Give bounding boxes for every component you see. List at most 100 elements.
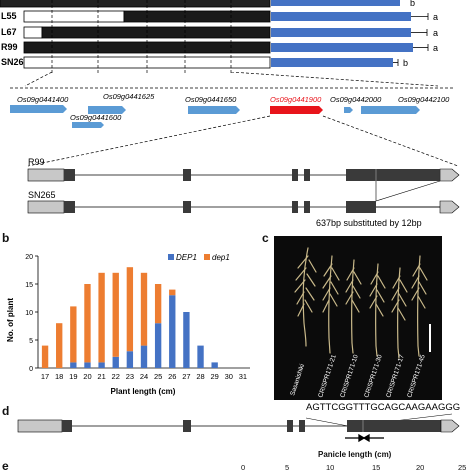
panel-e-letter: e	[2, 459, 9, 473]
chart-b-ytick-label: 0	[29, 366, 33, 373]
genotype-bar-l55-white	[23, 10, 125, 23]
chart-b-bar-dep1-lower-25	[154, 284, 162, 324]
partial-value-bar	[271, 0, 400, 6]
structure-label-sn265: SN265	[28, 190, 56, 200]
chart-b-ytick-label: 5	[29, 338, 33, 345]
gene-arrow-1	[88, 106, 126, 114]
sig-letter-l67: a	[433, 28, 438, 38]
primer-arrows	[345, 433, 384, 443]
gene-map: Os09g0441400 Os09g0441600 Os09g0441625 O…	[0, 72, 474, 230]
panel-b: b No. of plant Plant length (cm) 0 5 10 15 2…	[0, 228, 265, 400]
chart-b-ylabel: No. of plant	[6, 298, 15, 342]
partial-genotype-bar	[0, 0, 271, 8]
row-label-sn265: SN265	[1, 57, 29, 67]
row-label-r99: R99	[1, 42, 18, 52]
chart-b-bar-dep1-lower-23	[126, 267, 134, 352]
chart-b-bar-dep1-upper-21	[98, 362, 105, 368]
chart-b-bar-dep1-upper-22	[112, 356, 119, 368]
sig-letter-l55: a	[433, 12, 438, 22]
chart-b-xtick-label: 27	[182, 372, 190, 381]
chart-b-bar-dep1-lower-24	[140, 272, 148, 346]
panel-e-tick-1: 5	[285, 463, 290, 472]
legend-swatch-dep1-lower	[204, 254, 210, 260]
chart-b-xtick-label: 19	[69, 372, 77, 381]
chart-b-bar-dep1-lower-20	[84, 284, 91, 363]
chart-b-bar-dep1-lower-21	[98, 272, 105, 363]
substitution-note: 637bp substituted by 12bp	[316, 218, 422, 228]
chart-b-bar-dep1-upper-26	[169, 295, 176, 368]
panel-e-tick-4: 20	[416, 463, 425, 472]
chart-b-bar-dep1-upper-19	[70, 362, 77, 368]
genotype-bar-l67-black	[41, 26, 271, 39]
gene-name-5: Os09g0442000	[330, 95, 382, 104]
gene-name-4: Os09g0441900	[270, 95, 322, 104]
chart-b-bar-dep1-upper-24	[140, 345, 148, 368]
chart-b-xtick-label: 23	[126, 372, 134, 381]
panel-c-letter: c	[262, 231, 269, 245]
partial-sig-letter: b	[410, 0, 415, 8]
structure-label-r99: R99	[28, 157, 45, 167]
panel-d-letter: d	[2, 404, 10, 418]
panel-e-tick-5: 25	[458, 463, 467, 472]
chart-b-xtick-label: 31	[239, 372, 247, 381]
gene-arrow-2	[72, 122, 104, 128]
chart-b-bar-dep1-lower-22	[112, 272, 119, 357]
chart-b-ytick-label: 15	[25, 282, 33, 289]
chart-b-xtick-label: 30	[225, 372, 233, 381]
gene-structure-target	[17, 419, 460, 433]
chart-b-bar-dep1-lower-26	[169, 289, 176, 296]
chart-b-bar-dep1-upper-27	[183, 312, 190, 368]
gene-name-1: Os09g0441600	[70, 113, 122, 122]
panel-e-tick-2: 10	[326, 463, 335, 472]
chart-b-xtick-label: 21	[97, 372, 105, 381]
chart-b-bar-dep1-upper-25	[154, 323, 162, 368]
value-bar-r99	[271, 43, 413, 52]
chart-b-bar-dep1-upper-20	[84, 362, 91, 368]
legend-label-dep1-upper: DEP1	[176, 253, 197, 262]
chart-b-bar-dep1-upper-29	[211, 362, 218, 368]
gene-name-3: Os09g0441650	[185, 95, 237, 104]
gene-structure-r99	[27, 168, 460, 182]
genotype-bar-l67-white	[23, 26, 43, 39]
genotype-rows-svg: b L55 a L67 a R99 a SN265 b	[0, 0, 438, 75]
chart-b-xtick-label: 29	[210, 372, 218, 381]
chart-b-xtick-label: 18	[55, 372, 63, 381]
chart-b-bar-dep1-lower-17	[41, 345, 49, 368]
chart-b-ytick-label: 10	[25, 310, 33, 317]
chart-b-bar-dep1-upper-28	[197, 345, 204, 368]
row-label-l67: L67	[1, 27, 17, 37]
gene-name-0: Os09g0441400	[17, 95, 69, 104]
panel-e: e Panicle length (cm) 0 5 10 15 20 25	[0, 448, 474, 474]
genotype-bar-l55-black	[123, 10, 271, 23]
chart-b-bar-dep1-lower-19	[70, 306, 77, 363]
gene-name-2: Os09g0441625	[103, 92, 155, 101]
panel-e-tick-0: 0	[241, 463, 246, 472]
chart-b-bar-dep1-upper-23	[126, 351, 134, 368]
target-sequence: AGTTCGGTTTGCAGCAAGAAGGG	[306, 402, 460, 413]
panicle-photo: Sasanishiki CRISPR171-21 CRISPR171-10 CR…	[274, 236, 442, 400]
chart-b-xtick-label: 22	[112, 372, 120, 381]
chart-b-svg: No. of plant Plant length (cm) 0 5 10 15 20 1…	[6, 253, 250, 396]
chart-b-xlabel: Plant length (cm)	[111, 387, 176, 396]
value-bar-sn265	[271, 58, 393, 67]
chart-b-xtick-label: 24	[140, 372, 148, 381]
panel-b-letter: b	[2, 231, 10, 245]
panel-d: d AGTTCGGTTTGCAGCAAGAAGGG	[0, 398, 474, 450]
row-label-l55: L55	[1, 11, 17, 21]
sig-letter-sn265: b	[403, 58, 408, 68]
gene-arrow-6	[361, 106, 420, 114]
gene-name-6: Os09g0442100	[398, 95, 450, 104]
chart-b-bar-dep1-lower-18	[56, 323, 63, 368]
chart-b-xtick-label: 28	[196, 372, 204, 381]
panel-c: c Sasanishiki CRISPR171-21 CRISPR171-10 …	[262, 228, 474, 400]
gene-arrow-4	[270, 106, 323, 114]
gene-map-svg: Os09g0441400 Os09g0441600 Os09g0441625 O…	[10, 72, 460, 228]
sig-letter-r99: a	[433, 43, 438, 53]
chart-b-xtick-label: 25	[154, 372, 162, 381]
genotype-rows: b L55 a L67 a R99 a SN265 b	[0, 0, 474, 75]
chart-b-xtick-label: 20	[83, 372, 91, 381]
chart-b-xtick-label: 26	[168, 372, 176, 381]
value-bar-l55	[271, 12, 411, 21]
value-bar-l67	[271, 28, 411, 37]
panel-e-tick-3: 15	[372, 463, 381, 472]
